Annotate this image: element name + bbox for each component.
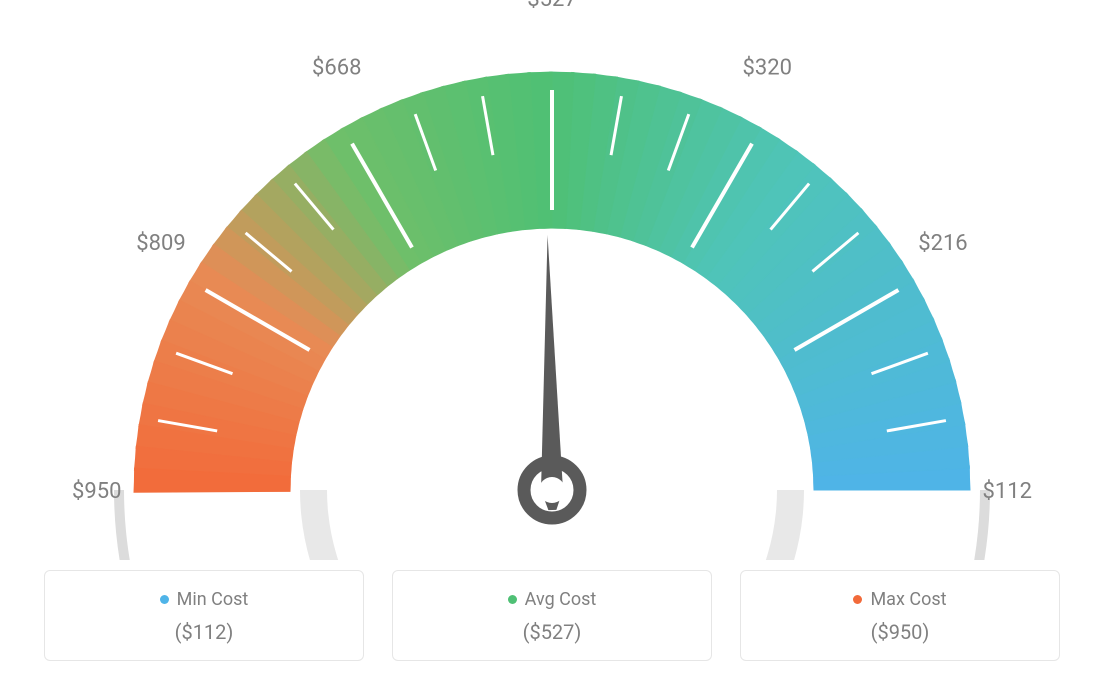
gauge-tick-label: $527 <box>527 0 576 12</box>
gauge-svg: $112 $216 $320 $527 $668 $809 $950 <box>0 0 1104 560</box>
legend-value-max: ($950) <box>751 620 1049 644</box>
dot-icon <box>853 595 862 604</box>
legend-max-text: Max Cost <box>870 589 946 610</box>
gauge-tick-label: $809 <box>136 231 185 256</box>
gauge-tick-label: $112 <box>983 479 1032 504</box>
cost-gauge: $112 $216 $320 $527 $668 $809 $950 <box>0 0 1104 560</box>
gauge-tick-label: $216 <box>918 231 967 256</box>
legend-avg-text: Avg Cost <box>525 589 597 610</box>
legend-row: Min Cost ($112) Avg Cost ($527) Max Cost… <box>0 570 1104 661</box>
legend-card-min: Min Cost ($112) <box>44 570 364 661</box>
legend-label-avg: Avg Cost <box>403 589 701 610</box>
legend-value-min: ($112) <box>55 620 353 644</box>
dot-icon <box>508 595 517 604</box>
dot-icon <box>160 595 169 604</box>
legend-value-avg: ($527) <box>403 620 701 644</box>
legend-label-min: Min Cost <box>55 589 353 610</box>
legend-label-max: Max Cost <box>751 589 1049 610</box>
legend-card-avg: Avg Cost ($527) <box>392 570 712 661</box>
legend-min-text: Min Cost <box>177 589 249 610</box>
legend-card-max: Max Cost ($950) <box>740 570 1060 661</box>
gauge-tick-label: $320 <box>743 55 792 80</box>
gauge-tick-label: $668 <box>312 55 361 80</box>
gauge-tick-label: $950 <box>72 479 121 504</box>
